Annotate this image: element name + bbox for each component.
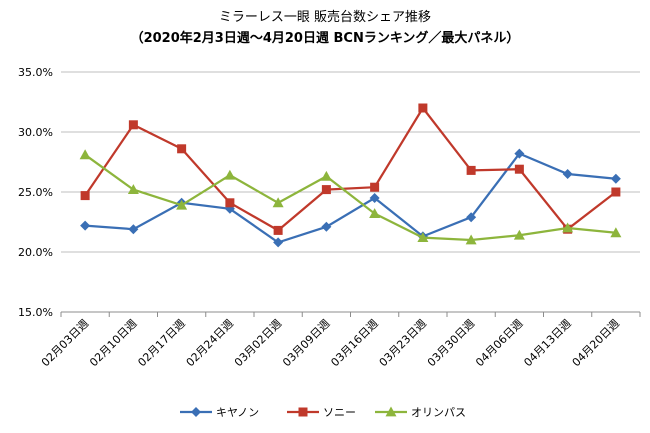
x-tick-label: 03月02日週 — [232, 317, 284, 369]
series-layer — [79, 103, 622, 248]
x-tick-label: 04月13日週 — [521, 317, 573, 369]
data-point-diamond — [369, 193, 380, 203]
grid-layer — [61, 71, 640, 313]
data-point-triangle — [79, 149, 91, 160]
data-point-triangle — [562, 222, 574, 233]
series-square — [80, 103, 621, 235]
data-point-triangle — [176, 199, 188, 210]
data-point-square — [225, 198, 235, 208]
data-point-square — [80, 191, 90, 201]
series-line — [85, 152, 616, 244]
y-tick-label: 20.0% — [18, 246, 53, 259]
chart-title: ミラーレス一眼 販売台数シェア推移 — [218, 10, 432, 25]
y-axis-ticks: 15.0% 20.0% 25.0% 30.0% 35.0% — [18, 66, 53, 319]
chart-subtitle: （2020年2月3日週～4月20日週 BCNランキング／最大パネル） — [130, 31, 520, 46]
data-point-triangle — [385, 406, 397, 417]
data-point-triangle — [417, 232, 429, 242]
data-point-triangle — [127, 184, 139, 194]
data-point-diamond — [610, 173, 621, 184]
x-tick-label: 03月23日週 — [377, 317, 429, 369]
x-tick-label: 04月06日週 — [473, 317, 525, 369]
data-point-triangle — [610, 227, 622, 238]
legend-label: ソニー — [323, 406, 356, 419]
legend-label: キヤノン — [216, 406, 259, 419]
data-point-triangle — [465, 234, 477, 245]
x-tick-label: 02月24日週 — [184, 317, 236, 369]
data-point-diamond — [514, 148, 525, 159]
y-tick-label: 30.0% — [18, 126, 53, 139]
x-tick-label: 02月17日週 — [135, 317, 187, 369]
x-axis-ticks: 02月03日週02月10日週02月17日週02月24日週03月02日週03月09… — [39, 312, 641, 369]
legend: キヤノン ソニー オリンパス — [180, 406, 466, 419]
data-point-square — [514, 164, 524, 174]
x-tick-label: 03月09日週 — [280, 317, 332, 369]
data-point-diamond — [191, 407, 201, 417]
x-tick-label: 02月10日週 — [87, 317, 139, 369]
data-point-square — [611, 187, 621, 197]
data-point-square — [466, 165, 476, 175]
data-point-diamond — [80, 220, 91, 231]
data-point-square — [273, 225, 283, 235]
data-point-diamond — [128, 224, 139, 235]
data-point-triangle — [320, 170, 332, 181]
x-tick-label: 03月30日週 — [425, 317, 477, 369]
data-point-square — [418, 103, 428, 113]
data-point-triangle — [513, 229, 525, 240]
series-line — [84, 153, 616, 242]
x-tick-label: 02月03日週 — [39, 317, 91, 369]
legend-label: オリンパス — [411, 406, 466, 419]
x-tick-label: 03月16日週 — [328, 317, 380, 369]
data-point-square — [298, 407, 308, 417]
data-point-diamond — [273, 237, 284, 248]
data-point-triangle — [369, 208, 381, 218]
data-point-triangle — [272, 197, 284, 208]
data-point-square — [370, 182, 380, 192]
data-point-triangle — [224, 169, 236, 180]
data-point-diamond — [321, 221, 332, 232]
data-point-square — [321, 185, 331, 195]
series-line — [84, 106, 617, 232]
data-point-diamond — [562, 169, 573, 179]
data-point-diamond — [466, 212, 477, 223]
y-tick-label: 25.0% — [18, 186, 53, 199]
y-tick-label: 35.0% — [18, 66, 53, 79]
data-point-square — [128, 120, 138, 130]
y-tick-label: 15.0% — [18, 306, 53, 319]
x-tick-label: 04月20日週 — [570, 317, 622, 369]
data-point-square — [177, 144, 187, 154]
series-triangle — [79, 149, 622, 245]
